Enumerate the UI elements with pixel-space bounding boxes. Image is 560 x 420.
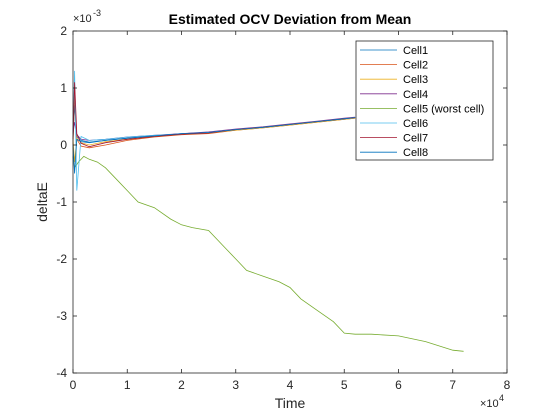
series-layer bbox=[72, 70, 464, 352]
x-tick-label: 8 bbox=[504, 378, 511, 392]
y-multiplier-exponent: -3 bbox=[93, 8, 101, 18]
y-axis-label: deltaE bbox=[34, 182, 50, 222]
y-multiplier-base: ×10 bbox=[73, 13, 92, 25]
legend-label: Cell8 bbox=[403, 147, 428, 159]
y-tick-label: -3 bbox=[56, 309, 67, 323]
legend-label: Cell3 bbox=[403, 74, 428, 86]
y-tick-label: -2 bbox=[56, 252, 67, 266]
x-tick-label: 0 bbox=[70, 378, 77, 392]
y-tick-label: 1 bbox=[60, 81, 67, 95]
y-tick-label: 2 bbox=[60, 24, 67, 38]
chart-title: Estimated OCV Deviation from Mean bbox=[169, 11, 412, 27]
x-tick-label: 2 bbox=[178, 378, 185, 392]
legend-label: Cell2 bbox=[403, 60, 428, 72]
legend-label: Cell4 bbox=[403, 89, 428, 101]
y-axis-ticks: -4 -3 -2 -1 0 1 2 bbox=[56, 24, 507, 380]
y-tick-label: 0 bbox=[60, 138, 67, 152]
legend-label: Cell7 bbox=[403, 133, 428, 145]
x-multiplier: ×10 4 bbox=[480, 393, 504, 410]
legend-label: Cell6 bbox=[403, 118, 428, 130]
x-axis-ticks: 0 1 2 3 4 5 6 7 8 bbox=[70, 31, 511, 392]
y-tick-label: -4 bbox=[56, 366, 67, 380]
x-tick-label: 4 bbox=[287, 378, 294, 392]
x-multiplier-exponent: 4 bbox=[499, 393, 504, 403]
x-tick-label: 6 bbox=[395, 378, 402, 392]
series-line-8 bbox=[72, 117, 356, 174]
legend: Cell1 Cell2 Cell3 Cell4 Cell5 (worst cell) Ce… bbox=[355, 40, 494, 161]
series-line-5 bbox=[72, 155, 464, 352]
x-tick-label: 3 bbox=[232, 378, 239, 392]
x-tick-label: 7 bbox=[449, 378, 456, 392]
x-tick-label: 5 bbox=[341, 378, 348, 392]
x-axis-label: Time bbox=[275, 395, 306, 411]
y-multiplier: ×10 -3 bbox=[73, 8, 101, 25]
x-tick-label: 1 bbox=[124, 378, 131, 392]
y-tick-label: -1 bbox=[56, 195, 67, 209]
legend-label: Cell5 (worst cell) bbox=[403, 103, 484, 115]
x-multiplier-base: ×10 bbox=[480, 398, 499, 410]
legend-label: Cell1 bbox=[403, 45, 428, 57]
legend-box bbox=[355, 40, 494, 161]
